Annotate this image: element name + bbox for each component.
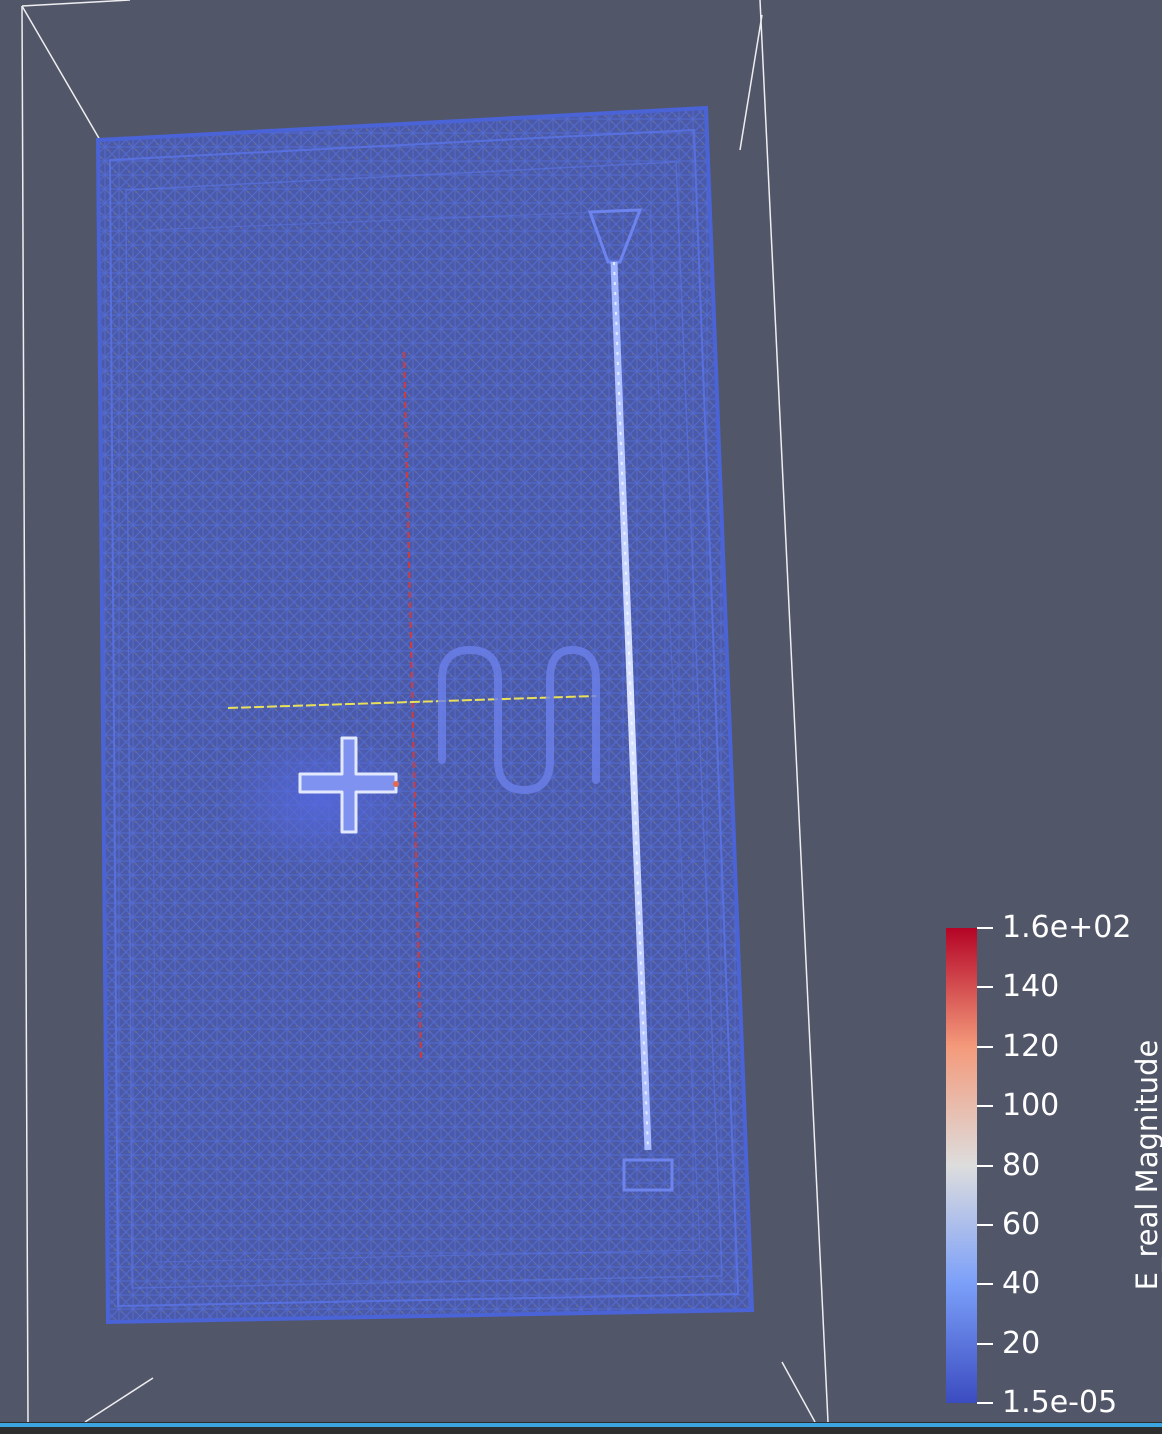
cross-feature	[220, 730, 420, 870]
probe-line-vertical	[403, 351, 422, 1061]
colorbar-title: E_real Magnitude	[1130, 1039, 1162, 1291]
mesh-slab	[95, 105, 755, 1325]
colorbar-tick	[977, 1105, 993, 1108]
colorbar-tick-label: 140	[1002, 969, 1060, 1005]
colorbar-tick	[977, 1342, 993, 1345]
colorbar-tick	[977, 1223, 993, 1226]
colorbar-gradient	[946, 928, 977, 1403]
colorbar-tick	[977, 1402, 993, 1404]
meander-structure	[438, 645, 600, 795]
colorbar-tick	[977, 1164, 993, 1167]
color-legend: 1.6e+02 140 120 100 80 60 40 20 1.5e-05	[940, 911, 1162, 1420]
colorbar-tick	[977, 1283, 993, 1286]
status-accent-bar	[0, 1423, 1162, 1427]
colorbar-tick-label: 100	[1002, 1088, 1060, 1124]
colorbar-tick	[977, 927, 993, 929]
colorbar-tick	[977, 986, 993, 989]
outline-box	[21, 0, 829, 1422]
long-conductor	[587, 208, 674, 1192]
bottom-status-strip	[0, 1422, 1162, 1434]
colorbar-tick-label: 60	[1002, 1206, 1041, 1242]
colorbar-tick-label: 20	[1002, 1325, 1041, 1361]
colorbar-tick-label: 1.6e+02	[1002, 910, 1132, 945]
colorbar-tick	[977, 1045, 993, 1048]
probe-line-horizontal	[227, 695, 597, 709]
colorbar-tick-label: 40	[1002, 1266, 1041, 1302]
colorbar-tick-label: 120	[1002, 1028, 1060, 1064]
colorbar-tick-label: 1.5e-05	[1002, 1385, 1118, 1420]
colorbar-tick-label: 80	[1002, 1147, 1041, 1183]
